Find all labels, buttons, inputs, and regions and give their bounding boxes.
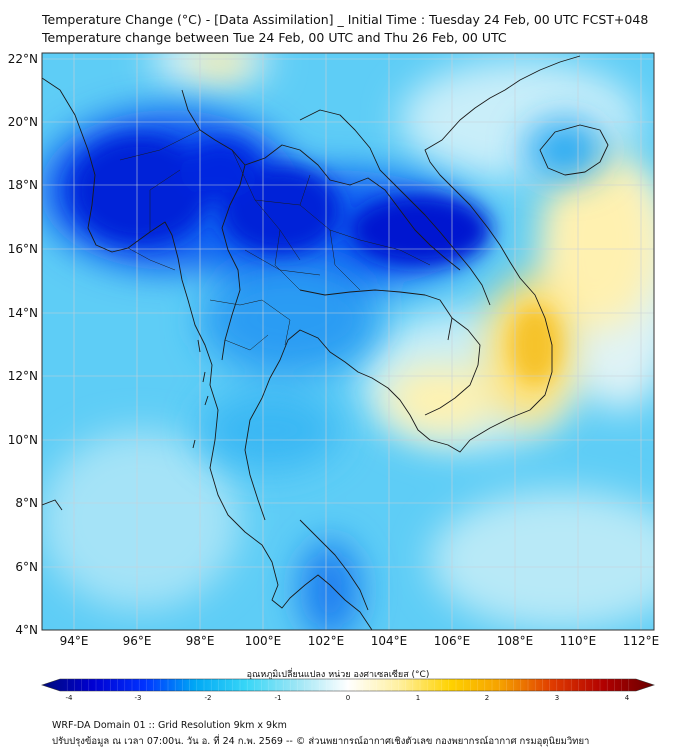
- colorbar-tick-3: 3: [554, 694, 560, 702]
- lon-label-108e: 108°E: [496, 634, 534, 648]
- gulf-of-thailand-coast: [244, 329, 471, 521]
- colorbar-tick-4: 4: [624, 694, 630, 702]
- colorbar-bar: [41, 678, 655, 692]
- lat-label-22n: 22°N: [7, 52, 38, 66]
- lat-label-14n: 14°N: [7, 306, 38, 320]
- colorbar-title: อุณหภูมิเปลี่ยนแปลง หน่วย องศาเซลเซียส (…: [246, 670, 430, 680]
- colorbar-tick-m4: -4: [65, 694, 73, 702]
- title-line-1: Temperature Change (°C) - [Data Assimila…: [42, 12, 649, 27]
- vietnam-coastline: [424, 55, 581, 441]
- lon-label-102e: 102°E: [307, 634, 345, 648]
- lat-label-20n: 20°N: [7, 115, 38, 129]
- lon-label-98e: 98°E: [185, 634, 215, 648]
- peninsula-east-coast: [299, 519, 369, 611]
- lon-label-106e: 106°E: [433, 634, 471, 648]
- colorbar-tick-1: 1: [415, 694, 421, 702]
- colorbar-tick-m2: -2: [204, 694, 212, 702]
- lat-label-12n: 12°N: [7, 369, 38, 383]
- colorbar-tick-2: 2: [484, 694, 490, 702]
- provincial-lines: [119, 129, 431, 351]
- colorbar-tick-m3: -3: [134, 694, 142, 702]
- lat-label-4n: 4°N: [15, 623, 38, 637]
- colorbar-tick-0: 0: [345, 694, 351, 702]
- temperature-change-map: [41, 52, 655, 631]
- lat-label-8n: 8°N: [15, 496, 38, 510]
- border-thailand-laos: [244, 144, 461, 271]
- myanmar-coastline: [42, 77, 373, 630]
- lon-label-94e: 94°E: [59, 634, 89, 648]
- coastlines-borders: [42, 55, 609, 630]
- border-laos-vietnam: [299, 109, 491, 306]
- lat-label-10n: 10°N: [7, 433, 38, 447]
- lat-label-6n: 6°N: [15, 560, 38, 574]
- colorbar: [41, 678, 655, 692]
- lat-label-18n: 18°N: [7, 178, 38, 192]
- lon-label-112e: 112°E: [622, 634, 660, 648]
- sumatra-fragment: [42, 499, 63, 511]
- border-thailand-cambodia: [299, 289, 453, 341]
- grid-lines: [42, 53, 654, 630]
- title-line-2: Temperature change between Tue 24 Feb, 0…: [42, 30, 507, 45]
- border-myanmar-thailand: [181, 89, 246, 361]
- border-cambodia-vietnam: [424, 317, 481, 416]
- lat-label-16n: 16°N: [7, 242, 38, 256]
- temperature-field: [42, 53, 654, 630]
- colorbar-tick-marks: [66, 679, 630, 691]
- lon-label-100e: 100°E: [244, 634, 282, 648]
- hainan-island: [539, 124, 609, 176]
- plot-frame: [41, 52, 655, 631]
- colorbar-tick-m1: -1: [274, 694, 282, 702]
- islands-andaman: [192, 339, 209, 449]
- footer-update-info: ปรับปรุงข้อมูล ณ เวลา 07:00น. วัน อ. ที่…: [52, 736, 590, 747]
- lon-label-110e: 110°E: [559, 634, 597, 648]
- footer-model-info: WRF-DA Domain 01 :: Grid Resolution 9km …: [52, 720, 287, 731]
- lon-label-96e: 96°E: [122, 634, 152, 648]
- lon-label-104e: 104°E: [370, 634, 408, 648]
